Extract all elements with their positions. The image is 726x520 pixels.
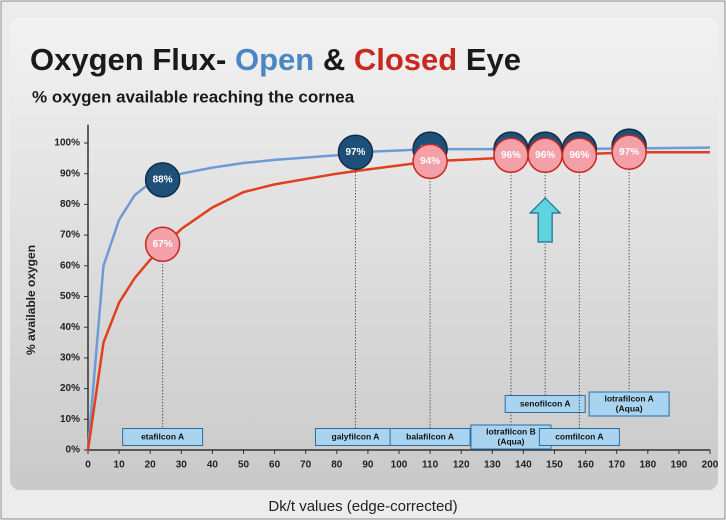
x-tick-label: 10 <box>114 460 126 471</box>
open-value-label: 88% <box>153 174 173 185</box>
y-tick-label: 10% <box>60 414 80 425</box>
curve <box>86 146 711 451</box>
x-tick-label: 190 <box>671 460 688 471</box>
lens-name: lotrafilcon B <box>486 426 536 436</box>
highlight-arrow <box>528 197 562 243</box>
title-part: Open <box>235 42 314 77</box>
x-tick-label: 150 <box>546 460 563 471</box>
x-tick-label: 120 <box>453 460 470 471</box>
x-tick-label: 60 <box>269 460 281 471</box>
x-tick-label: 170 <box>608 460 625 471</box>
lens-label-box <box>389 428 471 446</box>
x-tick-label: 100 <box>391 460 408 471</box>
x-tick-label: 90 <box>362 460 374 471</box>
closed-bubble <box>144 226 181 263</box>
chart-title: Oxygen Flux- Open & Closed Eye <box>30 42 521 77</box>
x-tick-label: 0 <box>85 460 91 471</box>
y-tick-label: 30% <box>60 353 80 364</box>
plot: 0% 10% 20% 30% 40% 50% 60% 70% 80% 90% 100% 0 10 20 30… <box>54 124 719 471</box>
lens-name: lotrafilcon A <box>604 393 653 403</box>
closed-bubble <box>412 143 448 180</box>
title-part: Oxygen Flux- <box>30 42 226 77</box>
closed-value-label: 67% <box>153 239 173 250</box>
closed-value-label: 96% <box>535 150 555 161</box>
open-bubble <box>337 134 374 170</box>
lens-label-box <box>538 428 620 446</box>
lens-name: (Aqua) <box>497 436 524 446</box>
x-tick-label: 50 <box>238 460 250 471</box>
closed-bubble <box>611 134 647 170</box>
x-tick-label: 160 <box>577 460 594 471</box>
lens-name: senofilcon A <box>520 398 571 408</box>
lens-name: balafilcon A <box>406 431 454 441</box>
y-axis-label: % available oxygen <box>24 245 38 355</box>
x-tick-label: 110 <box>422 460 439 471</box>
title-part: Eye <box>466 42 521 77</box>
lens-label-box <box>470 424 552 450</box>
y-tick-label: 90% <box>60 168 80 179</box>
x-axis-label: Dk/t values (edge-corrected) <box>268 498 457 515</box>
lens-name: galyfilcon A <box>332 431 380 441</box>
closed-value-label: 94% <box>420 156 440 167</box>
title-part: Closed <box>354 42 457 77</box>
title-part: & <box>323 42 345 77</box>
y-tick-label: 0% <box>66 445 81 456</box>
lens-label-box <box>122 428 204 446</box>
y-tick-label: 20% <box>60 383 80 394</box>
open-value-label: 97% <box>345 147 365 158</box>
lens-name: comfilcon A <box>555 431 603 441</box>
y-tick-label: 100% <box>54 138 80 149</box>
x-tick-label: 130 <box>484 460 501 471</box>
lens-name: etafilcon A <box>141 431 184 441</box>
closed-value-label: 97% <box>619 147 639 158</box>
y-tick-label: 60% <box>60 260 80 271</box>
x-tick-label: 40 <box>207 460 219 471</box>
subtitle: % oxygen available reaching the cornea <box>32 87 355 106</box>
open-bubble <box>144 162 181 198</box>
x-tick-label: 200 <box>702 460 719 471</box>
lens-label-box <box>504 395 586 413</box>
x-tick-label: 30 <box>176 460 188 471</box>
x-tick-label: 70 <box>300 460 312 471</box>
y-tick-label: 70% <box>60 230 80 241</box>
x-tick-label: 80 <box>331 460 343 471</box>
y-tick-label: 80% <box>60 199 80 210</box>
closed-value-label: 96% <box>569 150 589 161</box>
y-tick-label: 40% <box>60 322 80 333</box>
lens-name: (Aqua) <box>616 403 643 413</box>
x-tick-label: 180 <box>639 460 656 471</box>
closed-bubble <box>561 137 598 174</box>
lens-label-box <box>588 391 670 417</box>
x-tick-label: 20 <box>145 460 157 471</box>
x-tick-label: 140 <box>515 460 532 471</box>
closed-value-label: 96% <box>501 150 521 161</box>
y-tick-label: 50% <box>60 291 80 302</box>
